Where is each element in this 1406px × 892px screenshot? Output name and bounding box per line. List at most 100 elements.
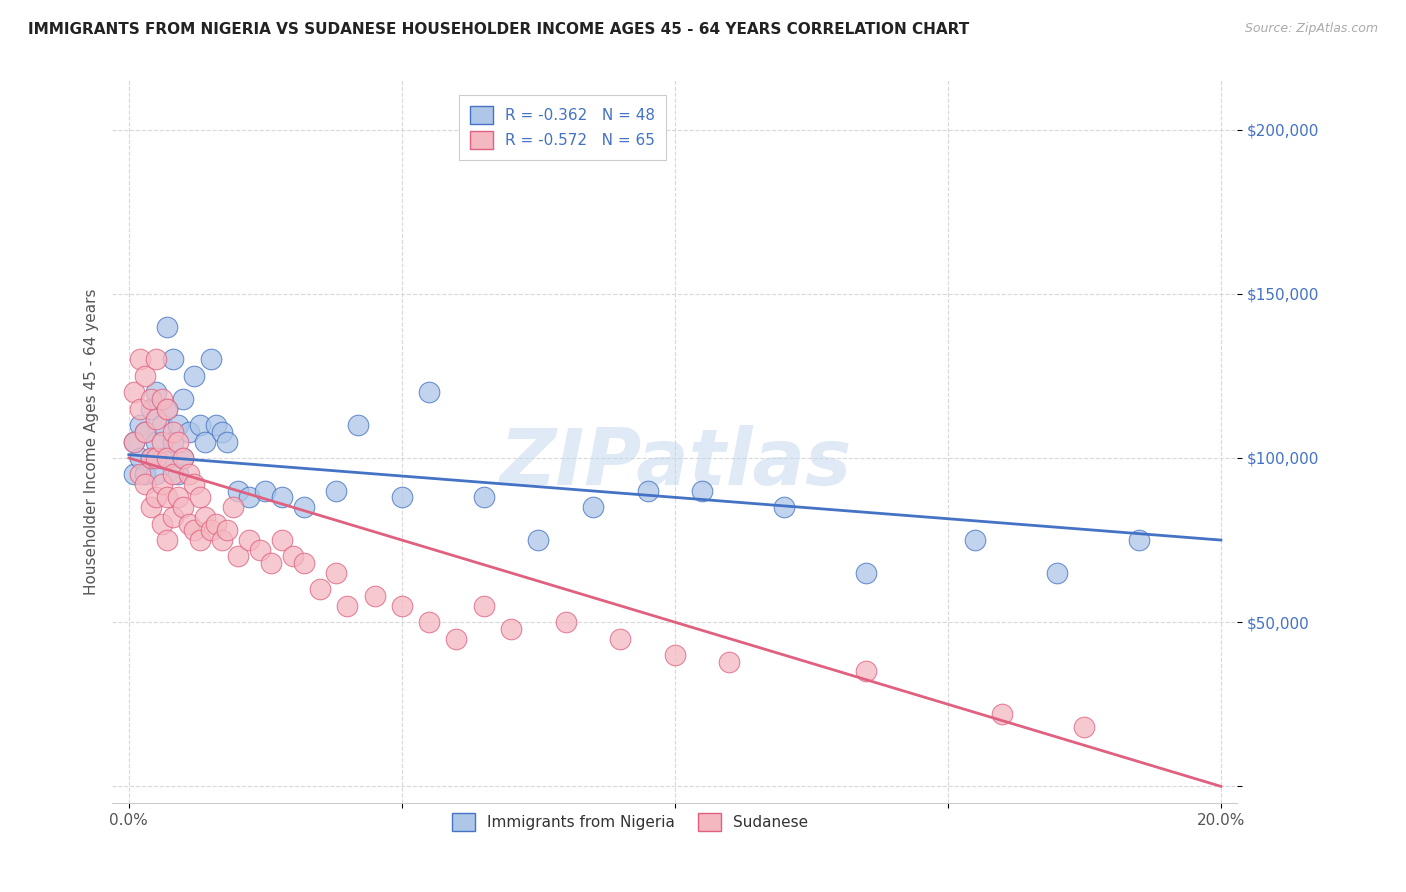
Text: IMMIGRANTS FROM NIGERIA VS SUDANESE HOUSEHOLDER INCOME AGES 45 - 64 YEARS CORREL: IMMIGRANTS FROM NIGERIA VS SUDANESE HOUS…	[28, 22, 969, 37]
Point	[855, 566, 877, 580]
Point	[391, 599, 413, 613]
Point	[139, 450, 162, 465]
Point	[156, 401, 179, 416]
Point	[128, 401, 150, 416]
Point	[221, 500, 243, 515]
Point	[134, 368, 156, 383]
Point	[167, 418, 190, 433]
Point	[855, 665, 877, 679]
Point	[200, 523, 222, 537]
Point	[309, 582, 332, 597]
Point	[128, 418, 150, 433]
Point	[194, 434, 217, 449]
Point	[177, 425, 200, 439]
Point	[167, 434, 190, 449]
Point	[325, 483, 347, 498]
Point	[194, 510, 217, 524]
Point	[156, 533, 179, 547]
Point	[211, 533, 233, 547]
Point	[134, 477, 156, 491]
Point	[637, 483, 659, 498]
Point	[177, 467, 200, 482]
Point	[991, 707, 1014, 722]
Point	[211, 425, 233, 439]
Point	[177, 516, 200, 531]
Point	[690, 483, 713, 498]
Point	[1073, 720, 1095, 734]
Point	[150, 418, 173, 433]
Point	[270, 533, 292, 547]
Point	[554, 615, 576, 630]
Point	[260, 556, 283, 570]
Point	[167, 491, 190, 505]
Point	[139, 401, 162, 416]
Point	[582, 500, 605, 515]
Point	[128, 450, 150, 465]
Point	[172, 450, 194, 465]
Point	[472, 599, 495, 613]
Point	[363, 589, 385, 603]
Point	[156, 319, 179, 334]
Point	[172, 450, 194, 465]
Point	[188, 533, 211, 547]
Point	[167, 467, 190, 482]
Point	[292, 500, 315, 515]
Point	[145, 491, 167, 505]
Point	[1046, 566, 1069, 580]
Point	[226, 483, 249, 498]
Point	[226, 549, 249, 564]
Point	[124, 434, 146, 449]
Point	[238, 491, 260, 505]
Point	[145, 434, 167, 449]
Point	[139, 392, 162, 406]
Point	[139, 450, 162, 465]
Point	[347, 418, 370, 433]
Point	[128, 352, 150, 367]
Point	[609, 632, 631, 646]
Point	[145, 411, 167, 425]
Point	[183, 523, 205, 537]
Point	[150, 450, 173, 465]
Point	[718, 655, 741, 669]
Point	[134, 425, 156, 439]
Point	[156, 450, 179, 465]
Point	[150, 434, 173, 449]
Point	[270, 491, 292, 505]
Point	[391, 491, 413, 505]
Point	[773, 500, 796, 515]
Point	[156, 491, 179, 505]
Point	[336, 599, 359, 613]
Text: Source: ZipAtlas.com: Source: ZipAtlas.com	[1244, 22, 1378, 36]
Legend: Immigrants from Nigeria, Sudanese: Immigrants from Nigeria, Sudanese	[441, 802, 818, 842]
Point	[664, 648, 686, 662]
Point	[150, 392, 173, 406]
Point	[124, 467, 146, 482]
Point	[150, 477, 173, 491]
Point	[527, 533, 550, 547]
Point	[145, 450, 167, 465]
Point	[162, 425, 184, 439]
Point	[156, 401, 179, 416]
Point	[172, 500, 194, 515]
Point	[145, 467, 167, 482]
Point	[183, 477, 205, 491]
Point	[446, 632, 468, 646]
Point	[418, 615, 440, 630]
Y-axis label: Householder Income Ages 45 - 64 years: Householder Income Ages 45 - 64 years	[83, 288, 98, 595]
Point	[188, 491, 211, 505]
Point	[162, 434, 184, 449]
Point	[200, 352, 222, 367]
Point	[162, 510, 184, 524]
Point	[472, 491, 495, 505]
Point	[205, 418, 228, 433]
Point	[128, 467, 150, 482]
Point	[1128, 533, 1150, 547]
Point	[162, 467, 184, 482]
Point	[124, 385, 146, 400]
Point	[139, 500, 162, 515]
Point	[183, 368, 205, 383]
Point	[965, 533, 987, 547]
Point	[172, 392, 194, 406]
Point	[499, 622, 522, 636]
Text: ZIPatlas: ZIPatlas	[499, 425, 851, 501]
